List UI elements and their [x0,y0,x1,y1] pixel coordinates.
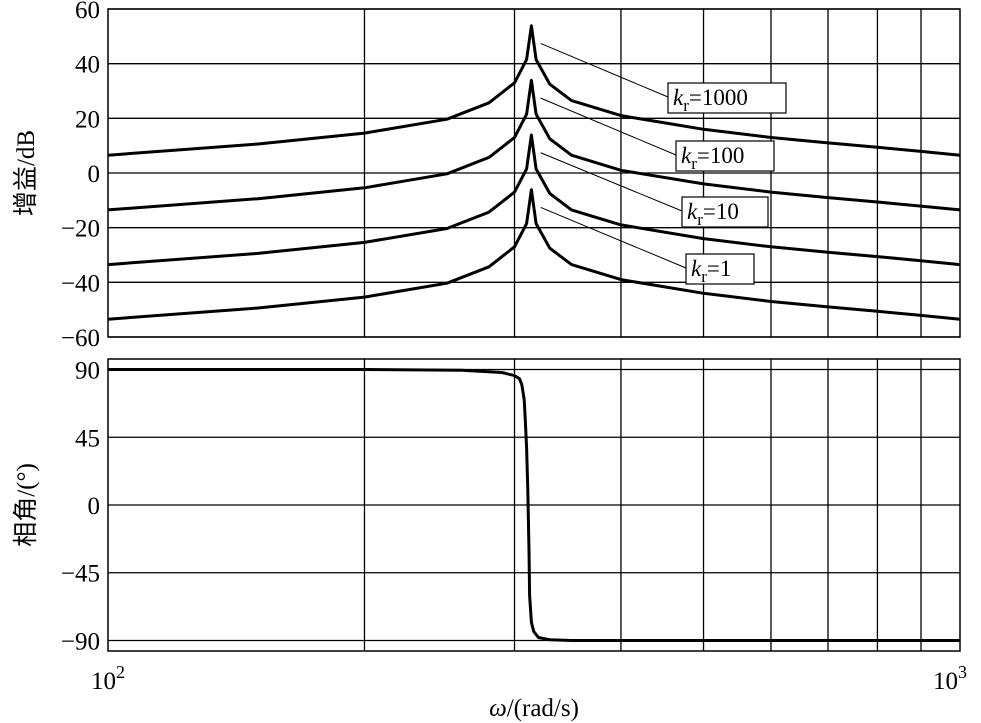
phase-curve [108,368,960,642]
y-tick-label: 60 [75,0,100,24]
phase-y-axis-label: 相角/(°) [12,463,40,547]
series-label-subscript: r [683,96,689,115]
magnitude-curves [107,24,961,321]
y-tick-label: −60 [61,325,100,352]
x-tick-label: 103 [933,662,967,695]
series-label-subscript: r [691,154,697,173]
x-tick-exponent: 2 [116,662,125,682]
y-tick-label: −20 [61,216,100,243]
series-label: kr=10 [687,199,739,229]
y-tick-label: 90 [75,358,100,385]
magnitude-series-line [107,78,961,212]
x-axis-symbol: ω [489,695,507,722]
series-label-leader [540,206,687,269]
series-label-value: =1000 [689,85,748,110]
series-label-value: =1 [707,256,731,281]
series-label-box [667,82,787,114]
x-axis-unit: /(rad/s) [507,695,579,722]
x-tick-exponent: 3 [958,662,967,682]
series-label-k: k [681,143,692,168]
y-tick-label: 0 [88,493,101,520]
series-label-leader [540,97,677,156]
series-label-box [685,253,755,285]
phase-y-ticks: 90 45 0 −45 −90 [61,358,100,656]
phase-series-line [108,368,960,642]
series-label-subscript: r [701,267,707,286]
series-label: kr=100 [681,143,744,173]
phase-plot-frame [107,358,961,652]
series-label: kr=1000 [673,85,748,115]
x-tick-base: 10 [933,668,958,695]
magnitude-grid [108,8,960,338]
x-tick-labels: 102 103 [91,662,967,695]
magnitude-y-ticks: 60 40 20 0 −20 −40 −60 [61,0,100,352]
series-label-k: k [673,85,684,110]
magnitude-series-line [107,188,961,321]
series-label-leader [540,42,669,98]
series-label-leader [540,152,683,212]
y-tick-label: −40 [61,270,100,297]
y-tick-label: −45 [61,561,100,588]
series-label-box [681,196,769,228]
magnitude-plot-frame [107,8,961,338]
x-axis-label: ω/(rad/s) [489,695,579,722]
magnitude-series-line [107,133,961,267]
x-tick-label: 102 [91,662,125,695]
magnitude-series-line [107,24,961,157]
phase-grid [108,359,960,651]
y-tick-label: 45 [75,425,100,452]
series-label-k: k [687,199,698,224]
series-label-k: k [691,256,702,281]
series-label-box [675,140,775,172]
series-label-value: =100 [697,143,744,168]
y-tick-label: 0 [88,161,101,188]
y-tick-label: −90 [61,628,100,655]
series-label-subscript: r [697,210,703,229]
series-label: kr=1 [691,256,731,286]
series-label-value: =10 [703,199,739,224]
y-tick-label: 40 [75,52,100,79]
magnitude-y-axis-label: 增益/dB [12,130,40,216]
x-tick-base: 10 [91,668,116,695]
y-tick-label: 20 [75,106,100,133]
